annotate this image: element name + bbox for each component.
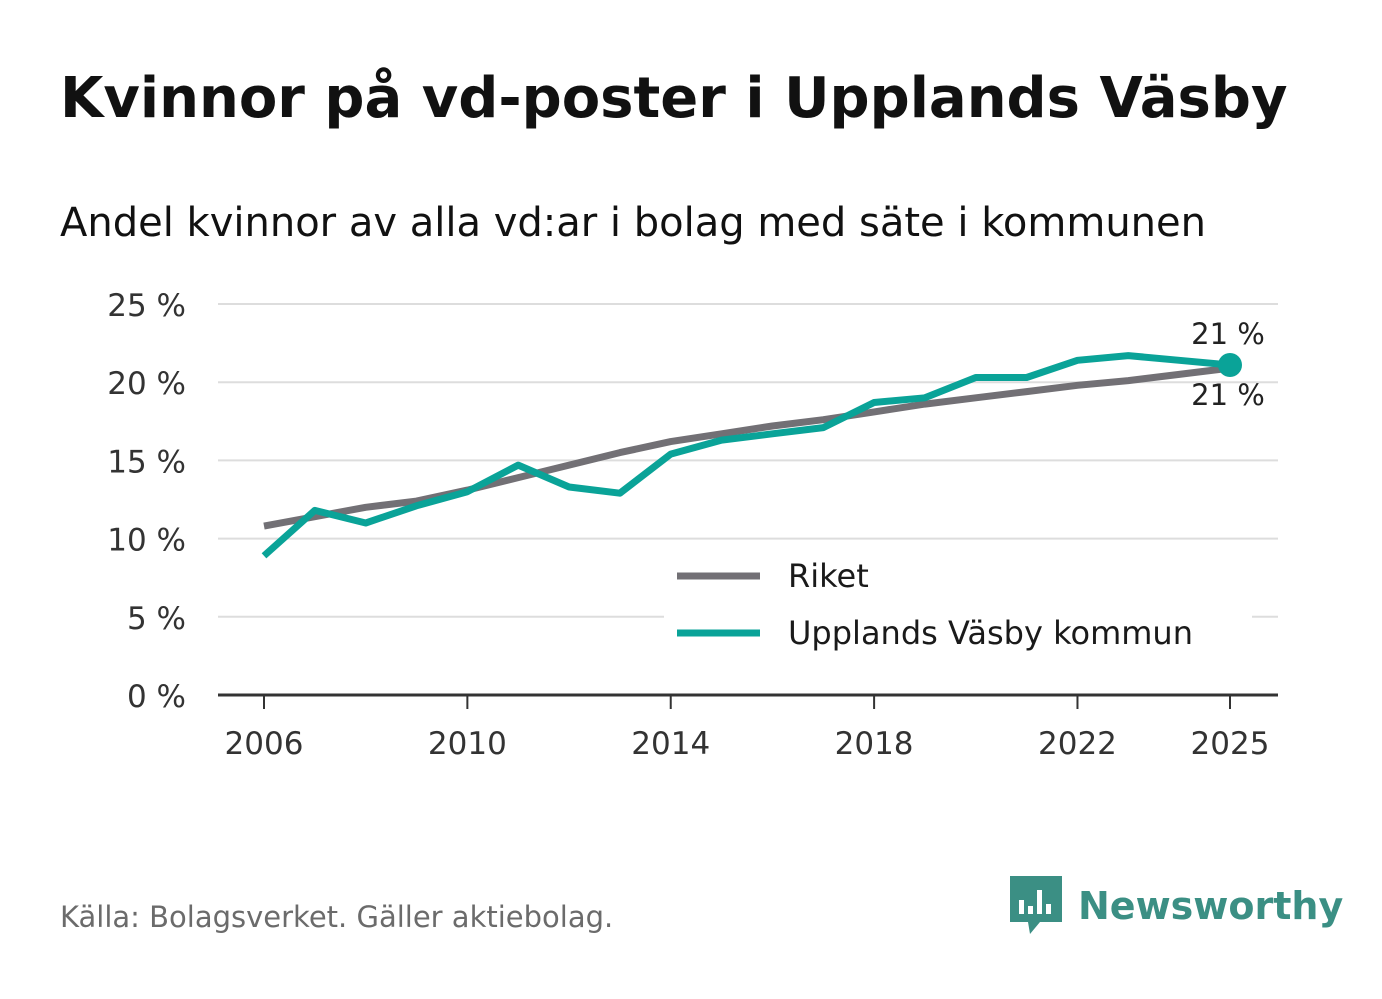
chart-title: Kvinnor på vd-poster i Upplands Väsby: [60, 66, 1288, 131]
series-lines: [261, 352, 1242, 559]
x-axis-labels: 2006 2010 2014 2018 2022 2025: [225, 695, 1270, 762]
legend: Riket Upplands Väsby kommun: [664, 548, 1252, 673]
y-axis-labels: 0 % 5 % 10 % 15 % 20 % 25 %: [107, 288, 186, 715]
y-tick-label: 25 %: [107, 288, 186, 324]
chart-subtitle: Andel kvinnor av alla vd:ar i bolag med …: [60, 200, 1206, 246]
legend-item-kommun-label: Upplands Väsby kommun: [788, 614, 1193, 652]
y-tick-label: 5 %: [127, 601, 186, 637]
series-line-kommun: [261, 352, 1231, 559]
x-tick-label: 2025: [1191, 726, 1270, 762]
x-tick-label: 2014: [631, 726, 710, 762]
newsworthy-logo-icon: [1010, 876, 1062, 934]
kommun-end-label: 21 %: [1191, 317, 1265, 351]
riket-end-label: 21 %: [1191, 378, 1265, 412]
x-tick-label: 2018: [835, 726, 914, 762]
x-tick-label: 2010: [428, 726, 507, 762]
y-tick-label: 10 %: [107, 523, 186, 559]
line-chart: 0 %5 %10 %15 %20 %25 % 2006 2010 2014 2018 2…: [107, 288, 1278, 762]
source-note: Källa: Bolagsverket. Gäller aktiebolag.: [60, 900, 614, 934]
grid-lines: [218, 303, 1278, 697]
end-labels: 21 % 21 %: [1191, 317, 1265, 412]
kommun-end-marker: [1218, 352, 1242, 377]
x-tick-label: 2022: [1038, 726, 1117, 762]
series-line-riket: [263, 364, 1231, 530]
legend-item-riket-label: Riket: [788, 557, 869, 595]
legend-background: [664, 548, 1252, 673]
brand-name: Newsworthy: [1078, 884, 1344, 928]
y-tick-label: 0 %: [127, 679, 186, 715]
x-tick-label: 2006: [225, 726, 304, 762]
y-tick-label: 20 %: [107, 366, 186, 402]
y-tick-label: 15 %: [107, 444, 186, 480]
newsworthy-logo: Newsworthy: [1010, 876, 1343, 936]
